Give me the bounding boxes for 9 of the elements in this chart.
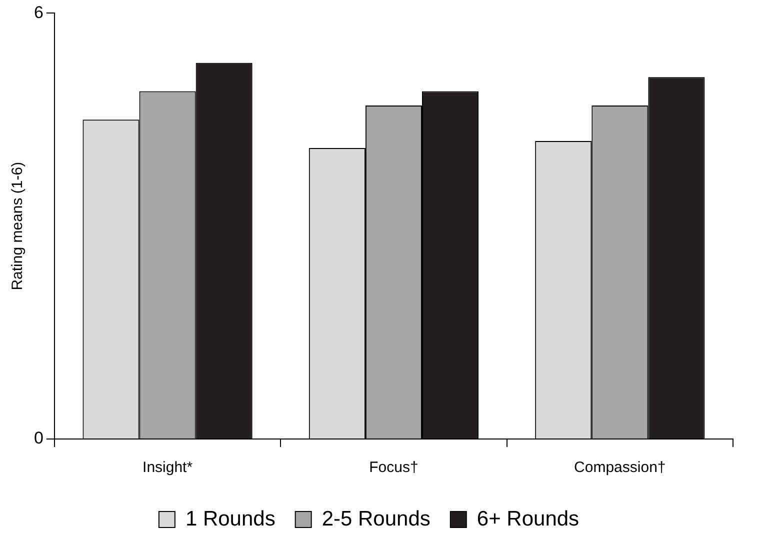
x-tick-label: Compassion† — [574, 459, 666, 476]
legend-label: 6+ Rounds — [476, 507, 580, 530]
x-tick-label: Focus† — [369, 459, 418, 476]
legend-label: 2-5 Rounds — [322, 507, 430, 530]
y-tick-label: 0 — [34, 428, 44, 448]
x-tick-label: Insight* — [142, 459, 193, 476]
y-tick-label: 6 — [34, 2, 44, 22]
y-axis-title: Rating means (1-6) — [9, 162, 26, 290]
legend-label: 1 Rounds — [185, 507, 276, 530]
